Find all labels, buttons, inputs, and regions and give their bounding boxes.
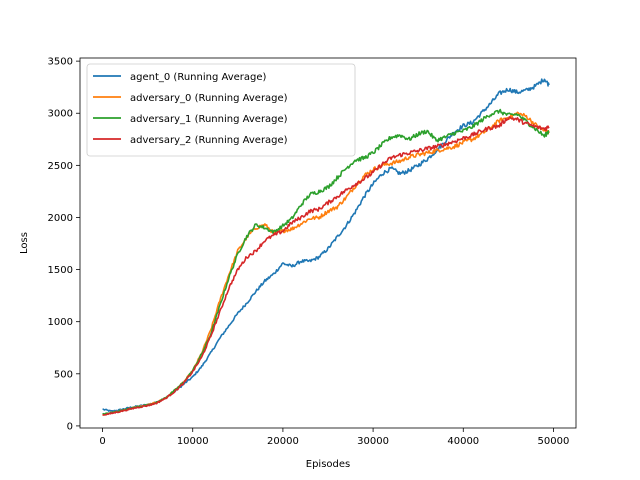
x-tick-label: 0 <box>99 436 105 447</box>
legend-box <box>86 63 356 157</box>
x-tick-label: 10000 <box>177 436 209 447</box>
legend-entry: adversary_0 (Running Average) <box>130 93 288 104</box>
x-tick-label: 50000 <box>538 436 570 447</box>
series-layer <box>102 78 550 416</box>
axes-frame <box>79 57 577 429</box>
y-tick-label: 2500 <box>48 161 73 172</box>
legend-entry: adversary_1 (Running Average) <box>130 114 288 125</box>
x-tick-label: 40000 <box>447 436 479 447</box>
y-tick-label: 3000 <box>48 109 73 120</box>
x-tick-label: 20000 <box>267 436 299 447</box>
x-tick-label: 30000 <box>357 436 389 447</box>
y-tick-label: 2000 <box>48 213 73 224</box>
y-axis: 0 500 1000 1500 2000 2500 3000 3500 <box>48 57 80 432</box>
y-tick-label: 1000 <box>48 317 73 328</box>
y-axis-label: Loss <box>19 232 30 254</box>
x-axis: 0 10000 20000 30000 40000 50000 <box>99 428 569 447</box>
y-tick-label: 0 <box>67 421 73 432</box>
legend-entry: adversary_2 (Running Average) <box>130 135 288 146</box>
y-tick-label: 3500 <box>48 57 73 68</box>
series-line-adversary-1 <box>102 108 550 415</box>
y-tick-label: 500 <box>54 369 73 380</box>
y-tick-label: 1500 <box>48 265 73 276</box>
series-line-adversary-2 <box>102 116 550 416</box>
legend: agent_0 (Running Average) adversary_0 (Ru… <box>86 63 356 157</box>
legend-entry: agent_0 (Running Average) <box>130 72 267 83</box>
x-axis-label: Episodes <box>306 459 350 470</box>
